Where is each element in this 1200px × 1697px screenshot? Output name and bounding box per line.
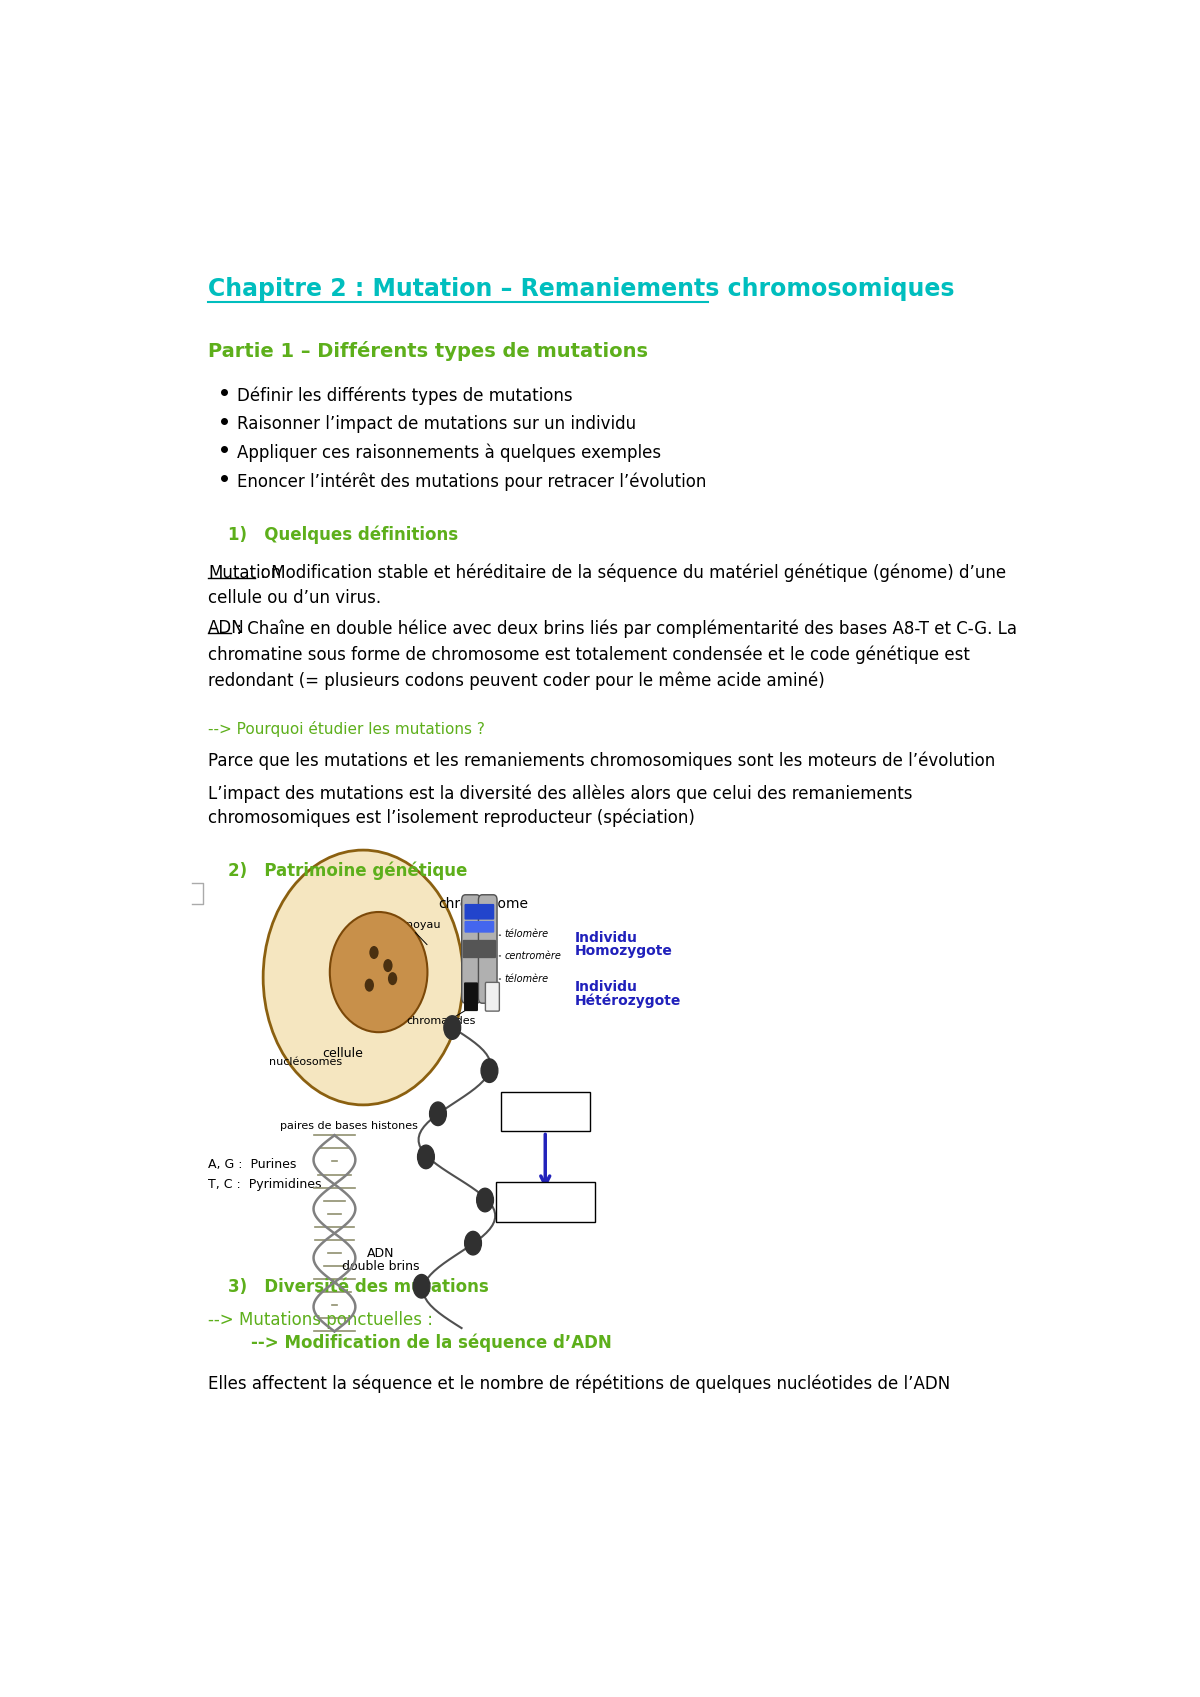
FancyBboxPatch shape bbox=[496, 1183, 594, 1222]
Text: L’impact des mutations est la diversité des allèles alors que celui des remaniem: L’impact des mutations est la diversité … bbox=[208, 784, 913, 803]
Text: Enoncer l’intérêt des mutations pour retracer l’évolution: Enoncer l’intérêt des mutations pour ret… bbox=[236, 472, 706, 490]
FancyArrowPatch shape bbox=[541, 1134, 550, 1185]
FancyBboxPatch shape bbox=[500, 1093, 590, 1132]
Text: ADN: ADN bbox=[208, 619, 245, 638]
Text: 1)   Quelques définitions: 1) Quelques définitions bbox=[228, 526, 457, 545]
Circle shape bbox=[383, 959, 392, 972]
Text: chromosome: chromosome bbox=[438, 896, 528, 911]
Text: chromatides: chromatides bbox=[406, 1017, 475, 1027]
Circle shape bbox=[444, 1017, 461, 1039]
Text: double brins: double brins bbox=[342, 1261, 420, 1273]
Text: --> Modification de la séquence d’ADN: --> Modification de la séquence d’ADN bbox=[251, 1334, 612, 1353]
FancyBboxPatch shape bbox=[486, 983, 499, 1011]
Circle shape bbox=[365, 979, 374, 991]
FancyBboxPatch shape bbox=[479, 894, 497, 1003]
Text: télomère: télomère bbox=[504, 974, 548, 984]
Text: T, C :  Pyrimidines: T, C : Pyrimidines bbox=[208, 1178, 322, 1191]
Circle shape bbox=[413, 1274, 430, 1298]
Circle shape bbox=[370, 945, 379, 959]
Text: redondant (= plusieurs codons peuvent coder pour le même acide aminé): redondant (= plusieurs codons peuvent co… bbox=[208, 672, 824, 691]
Text: Elles affectent la séquence et le nombre de répétitions de quelques nucléotides : Elles affectent la séquence et le nombre… bbox=[208, 1375, 950, 1393]
Text: --> Mutations ponctuelles :: --> Mutations ponctuelles : bbox=[208, 1310, 433, 1329]
Text: Individu: Individu bbox=[575, 930, 637, 945]
Text: A, G :  Purines: A, G : Purines bbox=[208, 1159, 296, 1171]
Text: Caractères: Caractères bbox=[508, 1198, 583, 1212]
Text: --> Pourquoi étudier les mutations ?: --> Pourquoi étudier les mutations ? bbox=[208, 721, 485, 736]
Text: cellule: cellule bbox=[322, 1047, 362, 1061]
Circle shape bbox=[464, 1232, 481, 1254]
Text: ADN: ADN bbox=[367, 1247, 395, 1259]
Text: Définir les différents types de mutations: Définir les différents types de mutation… bbox=[236, 387, 572, 406]
Circle shape bbox=[388, 972, 397, 986]
FancyBboxPatch shape bbox=[464, 921, 494, 933]
FancyBboxPatch shape bbox=[464, 983, 478, 1011]
Circle shape bbox=[476, 1188, 493, 1212]
Text: Homozygote: Homozygote bbox=[575, 944, 672, 959]
Ellipse shape bbox=[263, 850, 463, 1105]
Text: : Modification stable et héréditaire de la séquence du matériel génétique (génom: : Modification stable et héréditaire de … bbox=[254, 563, 1006, 582]
Text: : Chaîne en double hélice avec deux brins liés par complémentarité des bases A8-: : Chaîne en double hélice avec deux brin… bbox=[232, 619, 1018, 638]
Text: nucléosomes: nucléosomes bbox=[269, 1057, 342, 1067]
Text: paires de bases: paires de bases bbox=[281, 1122, 367, 1132]
Text: Appliquer ces raisonnements à quelques exemples: Appliquer ces raisonnements à quelques e… bbox=[236, 445, 661, 462]
Text: Chapitre 2 : Mutation – Remaniements chromosomiques: Chapitre 2 : Mutation – Remaniements chr… bbox=[208, 277, 955, 300]
Text: Génotype: Génotype bbox=[511, 1108, 580, 1122]
Text: chromatine sous forme de chromosome est totalement condensée et le code génétiqu: chromatine sous forme de chromosome est … bbox=[208, 645, 970, 664]
Text: cellule ou d’un virus.: cellule ou d’un virus. bbox=[208, 589, 382, 606]
Text: centromère: centromère bbox=[504, 950, 562, 961]
Text: Hétérozygote: Hétérozygote bbox=[575, 994, 682, 1008]
FancyBboxPatch shape bbox=[463, 940, 496, 959]
Circle shape bbox=[481, 1059, 498, 1083]
Text: 3)   Diversité des mutations: 3) Diversité des mutations bbox=[228, 1278, 488, 1297]
Circle shape bbox=[430, 1101, 446, 1125]
Text: noyau: noyau bbox=[406, 920, 440, 930]
Ellipse shape bbox=[330, 911, 427, 1032]
Text: histones: histones bbox=[371, 1122, 418, 1132]
Text: Parce que les mutations et les remaniements chromosomiques sont les moteurs de l: Parce que les mutations et les remanieme… bbox=[208, 752, 995, 770]
Circle shape bbox=[418, 1145, 434, 1169]
Text: Partie 1 – Différents types de mutations: Partie 1 – Différents types de mutations bbox=[208, 341, 648, 361]
Text: télomère: télomère bbox=[504, 928, 548, 938]
FancyBboxPatch shape bbox=[464, 905, 494, 920]
Text: Individu: Individu bbox=[575, 979, 637, 994]
Text: 2)   Patrimoine génétique: 2) Patrimoine génétique bbox=[228, 862, 467, 881]
Text: chromosomiques est l’isolement reproducteur (spéciation): chromosomiques est l’isolement reproduct… bbox=[208, 809, 695, 828]
Text: Mutation: Mutation bbox=[208, 563, 281, 582]
Text: Raisonner l’impact de mutations sur un individu: Raisonner l’impact de mutations sur un i… bbox=[236, 416, 636, 433]
FancyBboxPatch shape bbox=[462, 894, 480, 1003]
